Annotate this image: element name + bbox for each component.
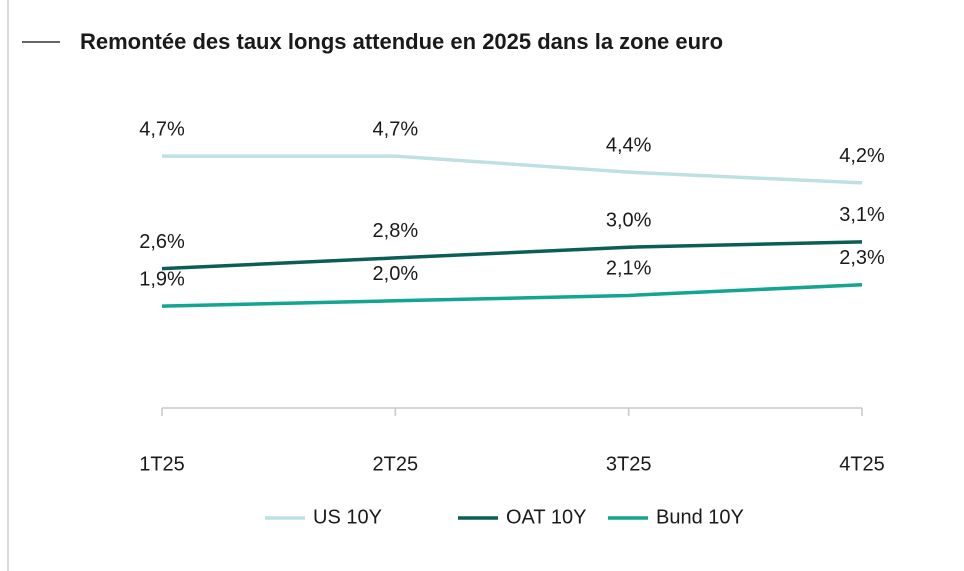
series-line [162, 154, 863, 185]
data-label: 2,8% [373, 220, 419, 242]
chart-title: Remontée des taux longs attendue en 2025… [80, 29, 723, 54]
legend-label: Bund 10Y [656, 506, 744, 528]
series-line [161, 240, 863, 271]
legend-label: OAT 10Y [506, 506, 586, 528]
data-label: 2,3% [839, 247, 885, 269]
data-label: 2,0% [373, 263, 419, 285]
data-label: 4,7% [139, 118, 185, 140]
data-label: 4,2% [839, 145, 885, 167]
data-label: 3,1% [839, 204, 885, 226]
data-label: 2,1% [606, 258, 652, 280]
x-tick-label: 3T25 [606, 453, 652, 475]
data-label: 4,4% [606, 134, 652, 156]
x-tick-label: 1T25 [139, 453, 185, 475]
legend-label: US 10Y [313, 506, 382, 528]
data-label: 2,6% [139, 231, 185, 253]
x-tick-label: 4T25 [839, 453, 885, 475]
data-label: 3,0% [606, 209, 652, 231]
data-label: 4,7% [373, 118, 419, 140]
series-line [161, 282, 863, 308]
data-label: 1,9% [139, 268, 185, 290]
x-tick-label: 2T25 [373, 453, 419, 475]
